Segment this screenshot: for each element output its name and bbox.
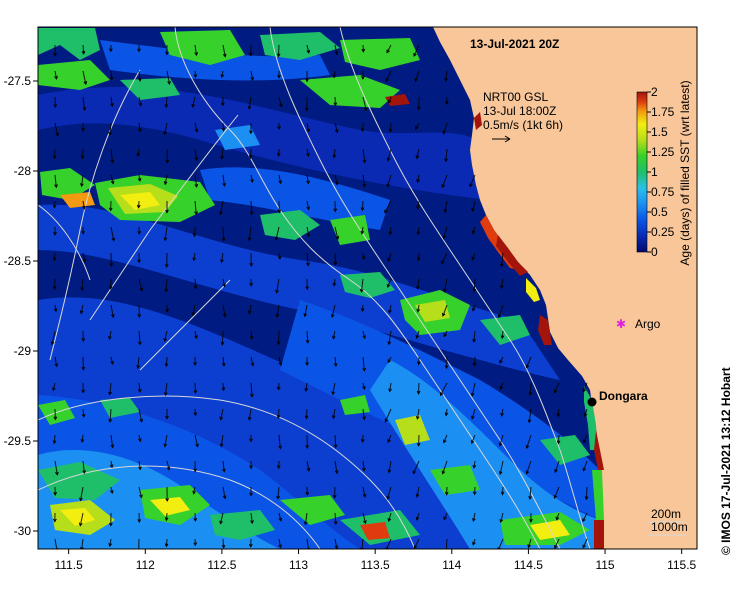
colorbar-label: Age (days) of filled SST (wrt latest) [678,80,692,265]
argo-marker-icon: ✱ [616,317,626,331]
colorbar-tick-label: 0.75 [651,185,675,199]
contour-legend-200m: 200m [651,507,681,521]
y-tick-label: -27.5 [4,74,32,88]
current-vector-arrow [279,45,280,56]
x-tick-label: 113.5 [361,558,390,572]
current-vector-arrowhead [137,550,140,553]
y-tick-label: -29 [14,344,32,358]
imos-credit: © IMOS 17-Jul-2021 13:12 Hobart [719,367,733,555]
x-tick-label: 112.5 [207,558,236,572]
current-vector-arrow [222,331,223,345]
colorbar-tick-label: 1 [651,165,658,179]
x-tick-label: 112 [136,558,155,572]
x-tick-label: 115.5 [667,558,696,572]
x-axis-ticks: 111.5 112 112.5 113 113.5 114 114.5 115 115.5 [55,549,697,572]
place-label-argo: Argo [635,317,661,331]
current-legend-line3: 0.5m/s (1kt 6h) [483,118,563,132]
colorbar-tick-label: 2 [651,85,658,99]
x-tick-label: 115 [595,558,614,572]
colorbar-tick-label: 1.25 [651,145,675,159]
current-vector-arrow [279,331,280,344]
contour-legend-1000m: 1000m [651,520,688,534]
place-label-dongara: Dongara [599,389,648,403]
colorbar-tick-label: 0.25 [651,225,675,239]
x-tick-label: 113 [289,558,308,572]
colorbar [637,92,647,252]
y-axis-ticks: -27.5 -28 -28.5 -29 -29.5 -30 [4,74,38,538]
colorbar-tick-label: 0 [651,245,658,259]
current-vector-arrow [530,383,531,395]
colorbar-tick-label: 1.5 [651,125,668,139]
x-tick-label: 114 [442,558,461,572]
y-tick-label: -28 [14,164,32,178]
x-tick-label: 111.5 [55,558,84,572]
y-tick-label: -28.5 [4,254,32,268]
y-tick-label: -29.5 [4,434,32,448]
map-timestamp: 13-Jul-2021 20Z [470,37,559,51]
x-tick-label: 114.5 [514,558,543,572]
colorbar-tick-label: 0.5 [651,205,668,219]
current-legend-line1: NRT00 GSL [483,90,548,104]
y-tick-label: -30 [14,524,32,538]
colorbar-tick-label: 1.75 [651,105,675,119]
current-legend-line2: 13-Jul 18:00Z [483,104,556,118]
dongara-marker-icon [588,398,597,407]
current-vector-arrow [586,487,587,499]
